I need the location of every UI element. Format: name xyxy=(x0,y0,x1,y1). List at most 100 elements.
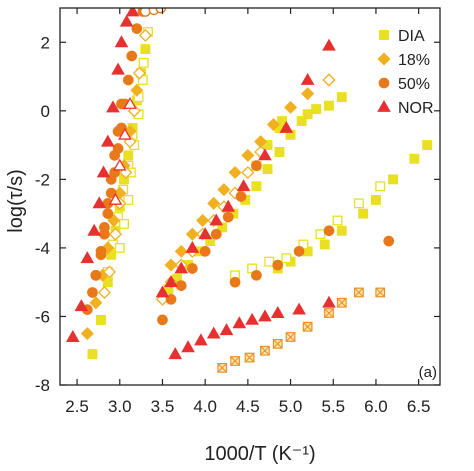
x-tick-label: 4.5 xyxy=(236,397,260,416)
point-dia-filled xyxy=(324,100,334,111)
x-axis-title: 1000/T (K⁻¹) xyxy=(204,443,315,465)
point-dia-filled xyxy=(140,44,151,55)
y-tick-label: 0 xyxy=(41,102,50,121)
point-dia-open xyxy=(353,198,364,209)
point-nor-filled xyxy=(87,223,101,236)
point-nor-filled xyxy=(258,148,272,161)
point-nor-filled xyxy=(119,14,134,27)
point-cross-cross xyxy=(260,345,270,356)
point-50pct-filled xyxy=(251,160,262,172)
point-dia-filled xyxy=(123,150,134,161)
point-50pct-filled xyxy=(99,221,110,233)
y-tick-label: 2 xyxy=(41,33,50,52)
x-tick-label: 6.0 xyxy=(364,397,388,416)
point-18pct-filled xyxy=(301,87,315,101)
point-dia-open xyxy=(332,215,343,226)
axes xyxy=(59,7,441,386)
point-50pct-filled xyxy=(235,191,247,202)
legend-label: DIA xyxy=(398,28,425,45)
point-nor-open xyxy=(123,96,137,109)
point-nor-filled xyxy=(185,240,200,253)
point-50pct-filled xyxy=(323,225,335,237)
point-dia-filled xyxy=(96,314,106,325)
point-nor-open xyxy=(108,192,123,205)
point-nor-filled xyxy=(106,100,120,113)
point-50pct-filled xyxy=(102,208,114,219)
point-dia-filled xyxy=(217,222,228,233)
legend-label: 18% xyxy=(398,52,430,69)
point-nor-filled xyxy=(168,347,183,360)
point-50pct-filled xyxy=(157,314,168,326)
point-18pct-open xyxy=(132,66,146,80)
point-18pct-filled xyxy=(185,227,199,241)
point-dia-filled xyxy=(358,208,369,219)
point-18pct-filled xyxy=(217,183,231,197)
point-18pct-open xyxy=(322,73,336,87)
point-dia-filled xyxy=(388,174,398,185)
point-dia-open xyxy=(264,256,275,267)
point-nor-filled xyxy=(198,227,212,240)
point-nor-filled xyxy=(279,120,294,133)
y-tick-label: -6 xyxy=(35,307,50,326)
point-dia-open xyxy=(114,242,125,253)
point-dia-filled xyxy=(319,239,330,250)
x-tick-label: 5.0 xyxy=(279,397,303,416)
panel-label: (a) xyxy=(419,364,437,381)
legend: DIA 18% 50% NOR xyxy=(377,28,434,117)
markers-clipped xyxy=(65,8,433,373)
point-nor-filled xyxy=(322,38,336,51)
point-nor-filled xyxy=(270,306,285,318)
point-nor-filled xyxy=(236,179,251,192)
point-50pct-filled xyxy=(105,187,117,199)
point-50pct-filled xyxy=(112,126,124,137)
point-dia-filled xyxy=(336,225,347,236)
point-nor-open xyxy=(118,127,132,140)
point-18pct-open xyxy=(103,265,117,279)
point-nor-filled xyxy=(221,199,236,212)
point-18pct-filled xyxy=(266,118,281,132)
point-cross-cross xyxy=(285,332,296,342)
point-dia-filled xyxy=(102,277,113,288)
point-50pct-open xyxy=(155,8,167,14)
legend-label: 50% xyxy=(398,76,430,93)
point-dia-filled xyxy=(422,140,433,151)
point-50pct-filled xyxy=(272,259,284,271)
point-dia-filled xyxy=(311,104,322,115)
point-dia-filled xyxy=(262,164,273,175)
point-50pct-filled xyxy=(87,287,98,298)
data-markers xyxy=(65,8,433,373)
point-dia-filled xyxy=(87,349,98,360)
point-50pct-filled xyxy=(109,150,121,161)
point-nor-filled xyxy=(164,275,178,288)
y-tick-label: -2 xyxy=(35,170,50,189)
point-nor-open xyxy=(112,158,127,171)
point-18pct-filled xyxy=(89,296,103,310)
point-nor-filled xyxy=(292,302,306,315)
point-50pct-filled xyxy=(210,228,222,240)
point-50pct-filled xyxy=(131,23,143,34)
point-cross-cross xyxy=(375,287,386,298)
axes-frame xyxy=(59,7,441,386)
point-dia-filled xyxy=(409,153,420,164)
point-cross-cross xyxy=(244,352,255,363)
x-tick-label: 4.0 xyxy=(193,397,217,416)
point-nor-filled xyxy=(206,326,221,339)
point-dia-filled xyxy=(371,194,381,205)
point-dia-open xyxy=(138,57,149,68)
point-nor-filled xyxy=(181,340,195,353)
point-cross-cross xyxy=(230,356,240,366)
point-nor-filled xyxy=(96,165,111,178)
y-tick-label: -8 xyxy=(35,376,50,395)
point-cross-cross xyxy=(353,287,364,298)
point-50pct-filled xyxy=(199,245,211,257)
point-nor-filled xyxy=(125,8,140,17)
point-18pct-filled xyxy=(207,196,221,210)
point-nor-filled xyxy=(101,134,115,147)
point-dia-filled xyxy=(296,116,307,127)
point-dia-filled xyxy=(302,109,313,120)
point-nor-filled xyxy=(74,299,89,312)
point-nor-filled xyxy=(80,251,95,264)
point-nor-filled xyxy=(114,35,129,48)
point-18pct-filled xyxy=(130,83,144,97)
point-50pct-filled xyxy=(229,276,241,288)
